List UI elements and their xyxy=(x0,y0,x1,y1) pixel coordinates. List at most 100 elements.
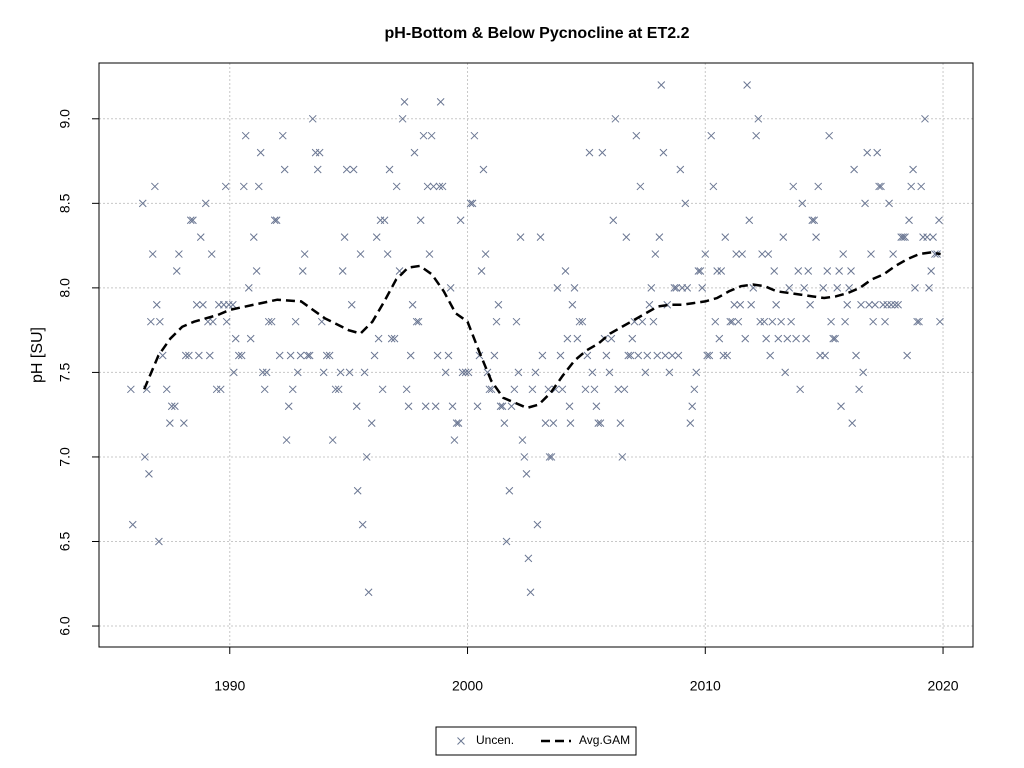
scatter-point xyxy=(859,368,868,377)
scatter-point xyxy=(833,284,842,292)
scatter-point xyxy=(390,334,399,343)
scatter-point xyxy=(241,131,250,140)
scatter-point xyxy=(566,419,575,427)
scatter-point xyxy=(322,351,331,360)
scatter-point xyxy=(473,402,482,411)
scatter-point xyxy=(234,351,243,360)
scatter-point xyxy=(533,520,542,529)
scatter-point xyxy=(863,148,872,157)
scatter-point xyxy=(340,233,349,242)
scatter-point xyxy=(212,385,221,394)
y-tick-label: 6.0 xyxy=(57,616,73,636)
scatter-point xyxy=(319,368,328,377)
scatter-point xyxy=(291,317,300,326)
scatter-point xyxy=(837,402,845,411)
scatter-point xyxy=(806,300,814,309)
scatter-point xyxy=(602,351,611,360)
scatter-point xyxy=(165,419,174,427)
scatter-point xyxy=(869,317,877,326)
scatter-point xyxy=(416,216,425,225)
scatter-point xyxy=(607,334,616,343)
scatter-point xyxy=(927,267,936,275)
scatter-point xyxy=(492,317,501,326)
scatter-point xyxy=(867,250,875,258)
scatter-point xyxy=(398,114,407,123)
scatter-point xyxy=(156,317,164,326)
scatter-point xyxy=(201,199,210,208)
scatter-point xyxy=(141,453,149,461)
scatter-point xyxy=(270,216,279,225)
scatter-point xyxy=(414,317,423,326)
y-tick-label: 8.0 xyxy=(57,278,73,298)
scatter-point xyxy=(789,182,798,191)
scatter-point xyxy=(752,131,761,140)
scatter-point xyxy=(821,351,829,360)
scatter-point xyxy=(618,453,627,461)
scatter-point xyxy=(688,402,697,411)
mark-layer xyxy=(127,81,944,597)
scatter-point xyxy=(507,402,516,411)
scatter-point xyxy=(925,284,933,292)
scatter-point xyxy=(258,368,267,377)
scatter-point xyxy=(264,317,273,326)
scatter-point xyxy=(772,300,780,309)
scatter-point xyxy=(412,317,421,326)
scatter-point xyxy=(524,554,533,563)
scatter-point xyxy=(313,165,322,174)
scatter-point xyxy=(899,233,907,242)
scatter-point xyxy=(715,334,724,343)
scatter-point xyxy=(808,216,817,225)
chart-title: pH-Bottom & Below Pycnocline at ET2.2 xyxy=(385,25,690,42)
scatter-point xyxy=(592,402,601,411)
scatter-point xyxy=(195,351,203,360)
scatter-point xyxy=(374,334,383,343)
scatter-point xyxy=(347,300,356,309)
scatter-point xyxy=(433,351,442,360)
scatter-point xyxy=(498,402,507,411)
scatter-point xyxy=(441,368,450,377)
scatter-point xyxy=(779,233,788,242)
y-tick-label: 8.5 xyxy=(57,193,73,213)
scatter-point xyxy=(827,317,835,326)
scatter-point xyxy=(785,284,794,292)
scatter-point xyxy=(674,351,683,360)
scatter-point xyxy=(370,351,379,360)
scatter-point xyxy=(353,486,362,495)
scatter-point xyxy=(167,402,176,411)
x-tick-label: 2020 xyxy=(927,678,958,694)
scatter-point xyxy=(475,351,484,360)
scatter-point xyxy=(466,199,475,208)
scatter-point xyxy=(360,368,369,377)
scatter-point xyxy=(284,402,293,411)
scatter-point xyxy=(252,267,261,275)
scatter-point xyxy=(155,537,163,546)
scatter-point xyxy=(626,351,635,360)
scatter-point xyxy=(556,351,565,360)
scatter-point xyxy=(470,131,479,140)
scatter-point xyxy=(709,182,718,191)
scatter-point xyxy=(891,300,899,309)
scatter-point xyxy=(792,334,800,343)
scatter-point xyxy=(575,317,584,326)
scatter-point xyxy=(713,267,722,275)
scatter-point xyxy=(518,436,527,444)
scatter-point xyxy=(581,385,590,394)
scatter-point xyxy=(563,334,572,343)
scatter-point xyxy=(875,182,883,191)
scatter-point xyxy=(196,233,205,242)
scatter-point xyxy=(624,351,633,360)
scatter-point xyxy=(262,368,271,377)
scatter-point xyxy=(216,385,225,394)
scatter-point xyxy=(494,300,503,309)
scatter-point xyxy=(551,385,560,394)
gam-line xyxy=(143,251,941,410)
scatter-point xyxy=(146,317,155,326)
scatter-point xyxy=(703,351,712,360)
scatter-point xyxy=(723,351,732,360)
scatter-point xyxy=(224,300,233,309)
scatter-point xyxy=(514,368,523,377)
scatter-point xyxy=(479,165,488,174)
scatter-point xyxy=(609,216,618,225)
scatter-point xyxy=(758,250,766,258)
